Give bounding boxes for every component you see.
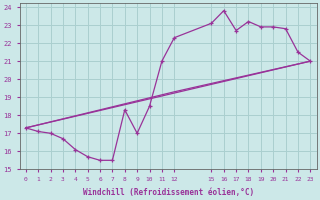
X-axis label: Windchill (Refroidissement éolien,°C): Windchill (Refroidissement éolien,°C)	[83, 188, 254, 197]
